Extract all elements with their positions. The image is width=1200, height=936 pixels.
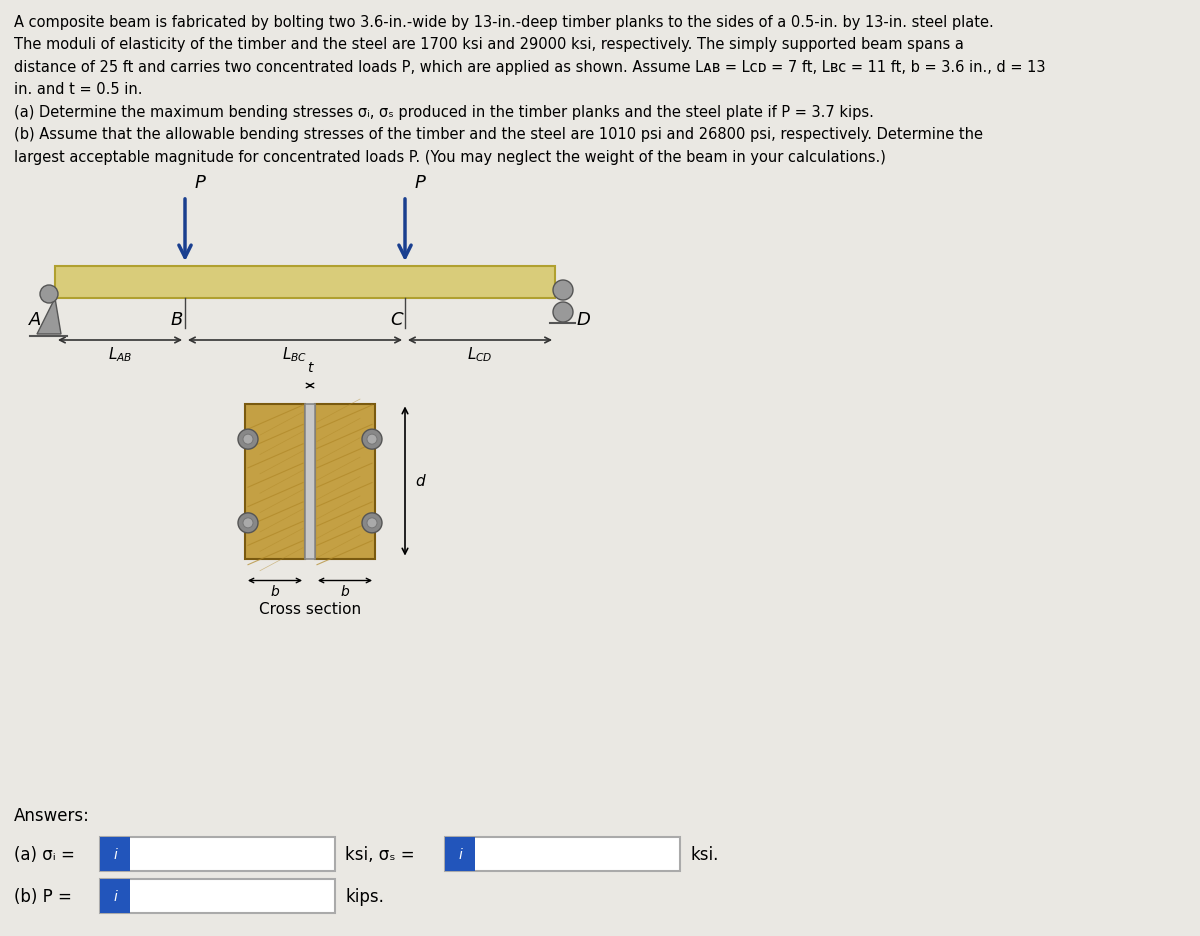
- Bar: [245, 404, 305, 559]
- Text: C: C: [390, 311, 403, 329]
- Text: ksi.: ksi.: [690, 845, 719, 863]
- Circle shape: [244, 434, 253, 445]
- Text: P: P: [415, 174, 426, 192]
- Text: d: d: [415, 474, 425, 489]
- Text: B: B: [170, 311, 184, 329]
- Bar: [445, 837, 680, 871]
- Text: (b) Assume that the allowable bending stresses of the timber and the steel are 1: (b) Assume that the allowable bending st…: [14, 127, 983, 142]
- Text: Cross section: Cross section: [259, 601, 361, 616]
- Text: (a) Determine the maximum bending stresses σᵢ, σₛ produced in the timber planks : (a) Determine the maximum bending stress…: [14, 105, 874, 120]
- Text: i: i: [458, 847, 462, 861]
- Circle shape: [553, 281, 574, 300]
- Text: The moduli of elasticity of the timber and the steel are 1700 ksi and 29000 ksi,: The moduli of elasticity of the timber a…: [14, 37, 964, 52]
- Circle shape: [362, 513, 382, 534]
- Text: P: P: [196, 174, 206, 192]
- Text: Answers:: Answers:: [14, 806, 90, 824]
- Polygon shape: [37, 299, 61, 335]
- Bar: [100, 837, 335, 871]
- Bar: [316, 404, 376, 559]
- Text: (b) P =: (b) P =: [14, 887, 72, 905]
- Circle shape: [238, 513, 258, 534]
- Circle shape: [362, 430, 382, 449]
- Text: D: D: [577, 311, 590, 329]
- Bar: [100, 879, 130, 913]
- Text: ksi, σₛ =: ksi, σₛ =: [346, 845, 415, 863]
- Text: in. and t = 0.5 in.: in. and t = 0.5 in.: [14, 82, 143, 97]
- Circle shape: [40, 285, 58, 303]
- Bar: [55, 267, 556, 299]
- Circle shape: [238, 430, 258, 449]
- Text: i: i: [113, 889, 116, 903]
- Text: A composite beam is fabricated by bolting two 3.6-in.-wide by 13-in.-deep timber: A composite beam is fabricated by boltin…: [14, 15, 994, 30]
- Text: largest acceptable magnitude for concentrated loads P. (You may neglect the weig: largest acceptable magnitude for concent…: [14, 150, 886, 165]
- Bar: [305, 404, 316, 559]
- Text: $L_{CD}$: $L_{CD}$: [467, 344, 493, 363]
- Bar: [100, 837, 130, 871]
- Text: distance of 25 ft and carries two concentrated loads P, which are applied as sho: distance of 25 ft and carries two concen…: [14, 60, 1045, 75]
- Bar: [445, 837, 475, 871]
- Text: A: A: [29, 311, 41, 329]
- Text: $L_{BC}$: $L_{BC}$: [282, 344, 307, 363]
- Text: i: i: [113, 847, 116, 861]
- Text: $L_{AB}$: $L_{AB}$: [108, 344, 132, 363]
- Bar: [100, 879, 335, 913]
- Circle shape: [553, 302, 574, 323]
- Text: (a) σᵢ =: (a) σᵢ =: [14, 845, 74, 863]
- Text: kips.: kips.: [346, 887, 384, 905]
- Circle shape: [367, 434, 377, 445]
- Text: b: b: [271, 585, 280, 599]
- Text: t: t: [307, 360, 313, 374]
- Text: b: b: [341, 585, 349, 599]
- Circle shape: [244, 519, 253, 528]
- Circle shape: [367, 519, 377, 528]
